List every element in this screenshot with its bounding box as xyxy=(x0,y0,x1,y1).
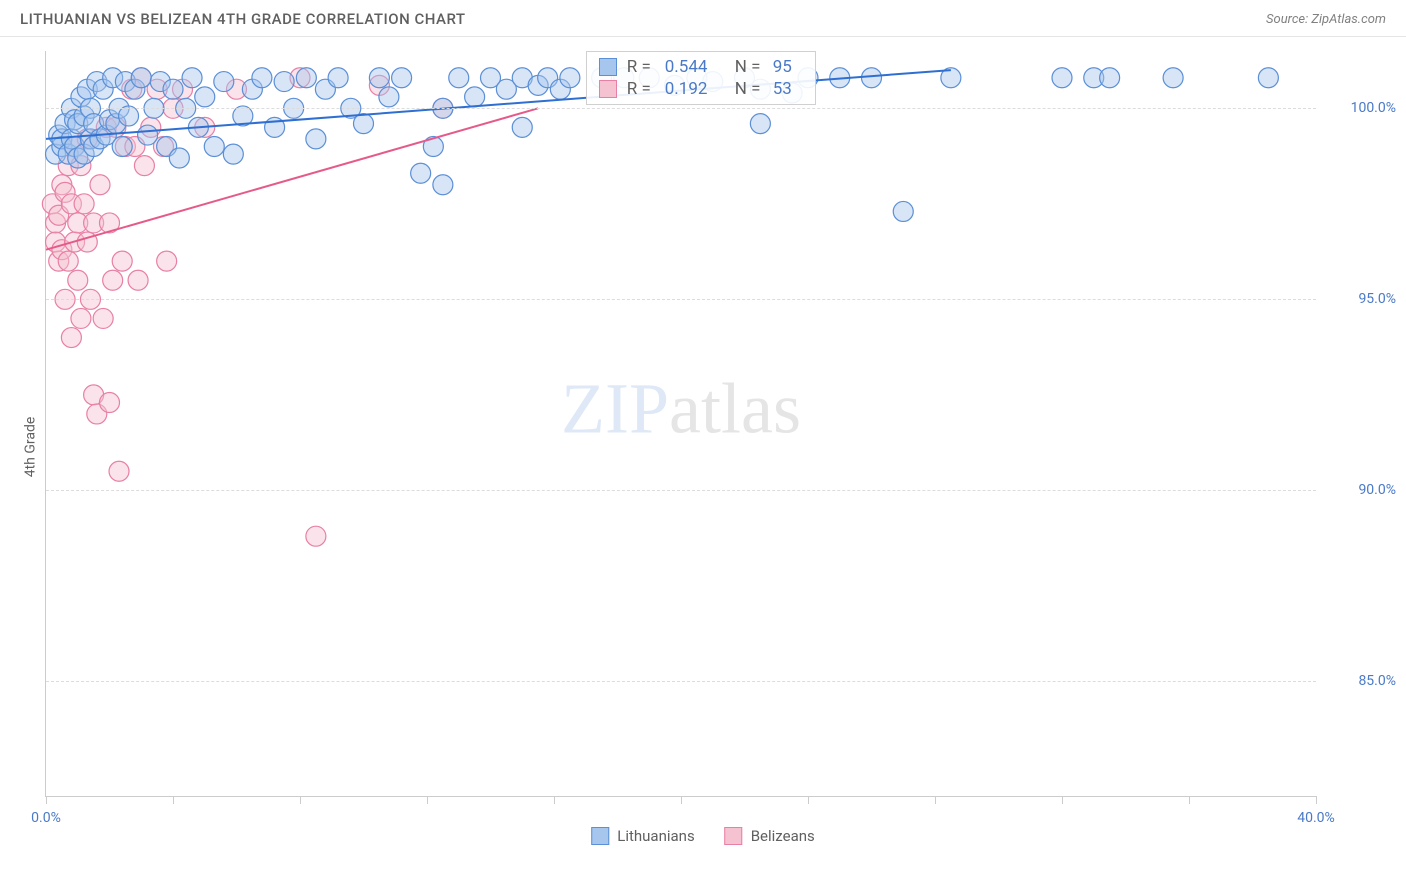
data-point xyxy=(1258,68,1278,88)
chart-area: 4th Grade ZIPatlas R = 0.544 N = 95 R = … xyxy=(0,37,1406,857)
y-tick-label: 95.0% xyxy=(1326,291,1396,307)
x-tick xyxy=(1062,796,1063,804)
data-point xyxy=(252,68,272,88)
data-point xyxy=(1163,68,1183,88)
data-point xyxy=(61,328,81,348)
stats-n-value: 53 xyxy=(773,79,803,99)
data-point xyxy=(93,308,113,328)
x-tick xyxy=(427,796,428,804)
y-tick-label: 90.0% xyxy=(1326,482,1396,498)
data-point xyxy=(68,270,88,290)
data-point xyxy=(369,68,389,88)
data-point xyxy=(71,308,91,328)
stats-swatch xyxy=(599,58,617,76)
legend-item: Belizeans xyxy=(725,827,815,845)
x-tick xyxy=(300,796,301,804)
legend-label: Lithuanians xyxy=(617,827,694,845)
stats-box: R = 0.544 N = 95 R = 0.192 N = 53 xyxy=(586,51,816,105)
data-point xyxy=(306,526,326,546)
gridline xyxy=(46,490,1316,491)
x-tick xyxy=(173,796,174,804)
data-point xyxy=(433,175,453,195)
data-point xyxy=(214,72,234,92)
data-point xyxy=(134,156,154,176)
data-point xyxy=(465,87,485,107)
data-point xyxy=(103,270,123,290)
y-axis-label: 4th Grade xyxy=(22,417,38,478)
chart-header: LITHUANIAN VS BELIZEAN 4TH GRADE CORRELA… xyxy=(0,0,1406,37)
x-tick xyxy=(554,796,555,804)
data-point xyxy=(274,72,294,92)
data-point xyxy=(112,137,132,157)
data-point xyxy=(100,392,120,412)
data-point xyxy=(58,251,78,271)
x-tick xyxy=(681,796,682,804)
data-point xyxy=(109,461,129,481)
x-tick xyxy=(1316,796,1317,804)
data-point xyxy=(379,87,399,107)
data-point xyxy=(163,79,183,99)
data-point xyxy=(392,68,412,88)
data-point xyxy=(893,201,913,221)
plot-svg xyxy=(46,51,1316,796)
data-point xyxy=(296,68,316,88)
data-point xyxy=(169,148,189,168)
legend-label: Belizeans xyxy=(751,827,815,845)
data-point xyxy=(74,194,94,214)
x-tick xyxy=(935,796,936,804)
data-point xyxy=(449,68,469,88)
data-point xyxy=(1100,68,1120,88)
stats-row: R = 0.192 N = 53 xyxy=(589,78,813,100)
gridline xyxy=(46,681,1316,682)
data-point xyxy=(195,87,215,107)
stats-r-value: 0.544 xyxy=(665,57,725,77)
legend-item: Lithuanians xyxy=(591,827,694,845)
stats-r-label: R = xyxy=(627,79,655,99)
y-tick-label: 100.0% xyxy=(1326,100,1396,116)
data-point xyxy=(306,129,326,149)
x-tick-label: 0.0% xyxy=(31,810,61,826)
legend-swatch xyxy=(725,827,743,845)
data-point xyxy=(328,68,348,88)
plot-region: ZIPatlas R = 0.544 N = 95 R = 0.192 N = … xyxy=(45,51,1316,797)
stats-r-label: R = xyxy=(627,57,655,77)
data-point xyxy=(128,270,148,290)
stats-n-value: 95 xyxy=(773,57,803,77)
x-tick xyxy=(46,796,47,804)
data-point xyxy=(157,251,177,271)
x-tick xyxy=(1189,796,1190,804)
data-point xyxy=(512,117,532,137)
data-point xyxy=(90,175,110,195)
legend-swatch xyxy=(591,827,609,845)
y-tick-label: 85.0% xyxy=(1326,673,1396,689)
data-point xyxy=(354,114,374,134)
data-point xyxy=(750,114,770,134)
legend: Lithuanians Belizeans xyxy=(591,827,815,845)
stats-swatch xyxy=(599,80,617,98)
data-point xyxy=(560,68,580,88)
data-point xyxy=(138,125,158,145)
chart-source: Source: ZipAtlas.com xyxy=(1266,12,1386,27)
data-point xyxy=(223,144,243,164)
data-point xyxy=(1052,68,1072,88)
data-point xyxy=(131,68,151,88)
data-point xyxy=(182,68,202,88)
stats-r-value: 0.192 xyxy=(665,79,725,99)
data-point xyxy=(112,251,132,271)
stats-row: R = 0.544 N = 95 xyxy=(589,56,813,78)
chart-title: LITHUANIAN VS BELIZEAN 4TH GRADE CORRELA… xyxy=(20,10,466,28)
data-point xyxy=(411,163,431,183)
gridline xyxy=(46,108,1316,109)
gridline xyxy=(46,299,1316,300)
stats-n-label: N = xyxy=(735,57,763,77)
x-tick-label: 40.0% xyxy=(1297,810,1335,826)
x-tick xyxy=(808,796,809,804)
data-point xyxy=(862,68,882,88)
data-point xyxy=(204,137,224,157)
stats-n-label: N = xyxy=(735,79,763,99)
